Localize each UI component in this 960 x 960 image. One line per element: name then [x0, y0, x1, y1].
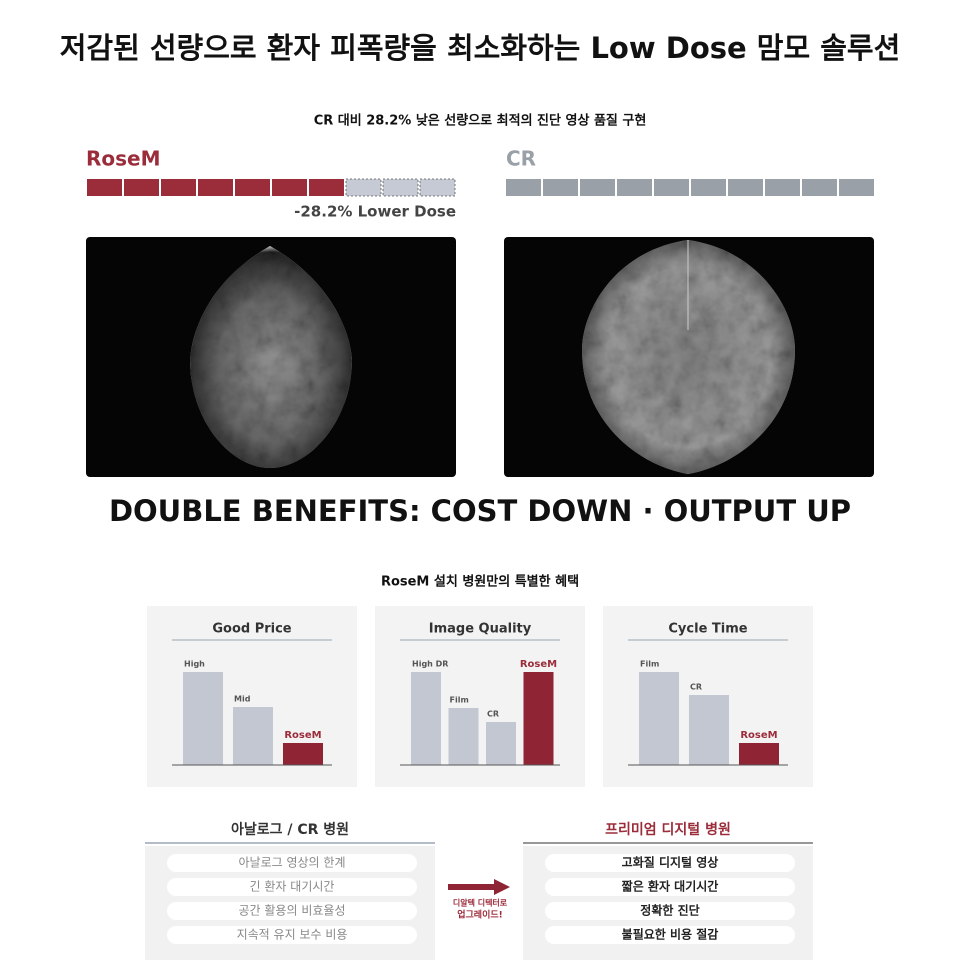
item-pill — [167, 854, 417, 872]
dose-segment — [272, 179, 307, 196]
bar — [486, 722, 516, 765]
bar — [639, 672, 679, 765]
dose-segment — [161, 179, 196, 196]
upgrade-arrow — [448, 879, 510, 895]
bar — [411, 672, 441, 765]
lower-dose: -28.2% Lower Dose — [294, 203, 456, 221]
dose-segment — [382, 178, 419, 197]
dose-segment — [235, 179, 270, 196]
dose-segment — [839, 179, 874, 196]
bar-label: Mid — [234, 695, 251, 704]
item-text: 정확한 진단 — [640, 903, 699, 918]
bar-label: High DR — [412, 660, 448, 669]
rosem-label: RoseM — [86, 147, 161, 171]
item-text: 긴 환자 대기시간 — [250, 880, 335, 894]
cr-label: CR — [506, 147, 536, 171]
bar-label: CR — [690, 683, 702, 692]
item-text: 공간 활용의 비효율성 — [239, 904, 346, 918]
panel-title: Good Price — [212, 622, 291, 637]
dose-segment — [765, 179, 800, 196]
dose-segment — [506, 179, 541, 196]
item-text: 짧은 환자 대기시간 — [622, 879, 719, 894]
item-text: 지속적 유지 보수 비용 — [237, 928, 348, 942]
panel-title: Cycle Time — [668, 622, 747, 637]
page-title: 저감된 선량으로 환자 피폭량을 최소화하는 Low Dose 맘모 솔루션 — [60, 31, 901, 65]
bar — [183, 672, 223, 765]
dose-segment — [728, 179, 763, 196]
dose-segment — [87, 179, 122, 196]
dose-segment — [543, 179, 578, 196]
benefits-subtitle: RoseM 설치 병원만의 특별한 혜택 — [381, 574, 579, 590]
item-text: 불필요한 비용 절감 — [622, 927, 719, 942]
dose-segment — [654, 179, 689, 196]
arrow-text: 업그레이드! — [457, 909, 503, 921]
item-pill — [167, 878, 417, 896]
mammogram — [582, 240, 795, 474]
dose-segment — [309, 179, 344, 196]
bar — [523, 672, 554, 765]
bar-label: RoseM — [520, 659, 557, 670]
bar — [448, 708, 479, 765]
item-pill — [167, 902, 417, 920]
bar-label: RoseM — [284, 730, 321, 741]
bar — [739, 743, 779, 765]
item-pill — [545, 926, 795, 944]
dose-segment — [691, 179, 726, 196]
item-pill — [545, 878, 795, 896]
dose-segment — [802, 179, 837, 196]
benefit-panels: Good Price High Mid RoseM Image Quality High … — [147, 606, 813, 787]
item-text: 고화질 디지털 영상 — [622, 855, 719, 870]
item-pill — [545, 902, 795, 920]
item-pill — [545, 854, 795, 872]
bar-label: High — [184, 660, 205, 669]
comparison-title: 아날로그 / CR 병원 — [231, 821, 349, 838]
dose-segment — [345, 178, 382, 197]
bar-label: Film — [640, 660, 659, 669]
bar-label: RoseM — [740, 730, 777, 741]
item-pill — [167, 926, 417, 944]
dose-segment — [419, 178, 456, 197]
bar — [689, 695, 729, 765]
dose-segment — [124, 179, 159, 196]
dose-segment — [617, 179, 652, 196]
bar — [283, 743, 323, 765]
arrow-text: 디알텍 디텍터로 — [453, 898, 508, 908]
bar-label: CR — [487, 710, 499, 719]
mammogram — [190, 246, 352, 468]
comparison-title: 프리미엄 디지털 병원 — [605, 821, 731, 838]
panel-title: Image Quality — [429, 622, 532, 637]
bar — [233, 707, 273, 765]
benefits-heading: DOUBLE BENEFITS: COST DOWN · OUTPUT UP — [109, 494, 851, 528]
bar-label: Film — [450, 696, 469, 705]
dose-subtitle: CR 대비 28.2% 낮은 선량으로 최적의 진단 영상 품질 구현 — [314, 113, 647, 129]
dose-bars — [87, 178, 874, 197]
dose-segment — [198, 179, 233, 196]
dose-segment — [580, 179, 615, 196]
item-text: 아날로그 영상의 한계 — [239, 856, 346, 870]
